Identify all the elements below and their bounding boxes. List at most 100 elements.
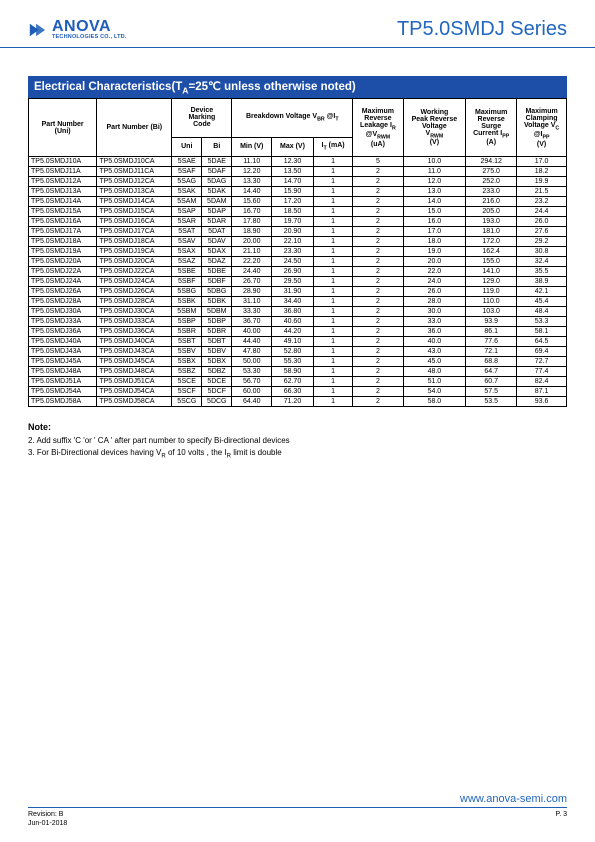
- cell: 5DBT: [202, 337, 232, 347]
- cell: 5DAT: [202, 227, 232, 237]
- cell: 2: [353, 197, 403, 207]
- cell: TP5.0SMDJ18CA: [97, 237, 172, 247]
- cell: TP5.0SMDJ10CA: [97, 157, 172, 167]
- cell: 19.70: [272, 217, 314, 227]
- cell: TP5.0SMDJ15A: [29, 207, 97, 217]
- cell: 13.50: [272, 167, 314, 177]
- cell: TP5.0SMDJ20CA: [97, 257, 172, 267]
- cell: 2: [353, 307, 403, 317]
- cell: 5SAF: [172, 167, 202, 177]
- cell: 24.50: [272, 257, 314, 267]
- notes: Note: 2. Add suffix 'C 'or ' CA ' after …: [28, 421, 567, 461]
- cell: 1: [313, 297, 352, 307]
- cell: 2: [353, 327, 403, 337]
- cell: TP5.0SMDJ16A: [29, 217, 97, 227]
- cell: TP5.0SMDJ17CA: [97, 227, 172, 237]
- cell: 12.20: [232, 167, 272, 177]
- cell: 58.0: [403, 397, 466, 407]
- cell: 60.00: [232, 387, 272, 397]
- cell: TP5.0SMDJ43CA: [97, 347, 172, 357]
- cell: 19.9: [517, 177, 567, 187]
- cell: 1: [313, 267, 352, 277]
- cell: 62.70: [272, 377, 314, 387]
- col-vrwm: WorkingPeak ReverseVoltageVRWM(V): [403, 99, 466, 157]
- cell: 17.80: [232, 217, 272, 227]
- footer-rev: Revision: B: [28, 811, 67, 819]
- cell: 1: [313, 227, 352, 237]
- cell: 20.0: [403, 257, 466, 267]
- cell: TP5.0SMDJ24A: [29, 277, 97, 287]
- table-row: TP5.0SMDJ13ATP5.0SMDJ13CA5SAK5DAK14.4015…: [29, 187, 567, 197]
- cell: 5DAG: [202, 177, 232, 187]
- cell: 1: [313, 387, 352, 397]
- cell: 31.10: [232, 297, 272, 307]
- cell: TP5.0SMDJ20A: [29, 257, 97, 267]
- cell: 40.0: [403, 337, 466, 347]
- cell: 56.70: [232, 377, 272, 387]
- cell: 1: [313, 287, 352, 297]
- cell: 216.0: [466, 197, 517, 207]
- cell: 19.0: [403, 247, 466, 257]
- cell: 5DAV: [202, 237, 232, 247]
- cell: 5DAZ: [202, 257, 232, 267]
- logo: ANOVA TECHNOLOGIES CO., LTD.: [28, 19, 127, 41]
- cell: 5DAR: [202, 217, 232, 227]
- cell: 29.2: [517, 237, 567, 247]
- cell: 5SCG: [172, 397, 202, 407]
- cell: 205.0: [466, 207, 517, 217]
- cell: 1: [313, 307, 352, 317]
- cell: 18.0: [403, 237, 466, 247]
- cell: 141.0: [466, 267, 517, 277]
- cell: 5DCG: [202, 397, 232, 407]
- cell: 1: [313, 257, 352, 267]
- cell: 15.0: [403, 207, 466, 217]
- cell: TP5.0SMDJ12CA: [97, 177, 172, 187]
- cell: 45.0: [403, 357, 466, 367]
- cell: 5SBZ: [172, 367, 202, 377]
- cell: 13.30: [232, 177, 272, 187]
- table-row: TP5.0SMDJ40ATP5.0SMDJ40CA5SBT5DBT44.4049…: [29, 337, 567, 347]
- cell: 48.0: [403, 367, 466, 377]
- cell: 21.5: [517, 187, 567, 197]
- cell: 30.8: [517, 247, 567, 257]
- cell: TP5.0SMDJ30CA: [97, 307, 172, 317]
- cell: 82.4: [517, 377, 567, 387]
- cell: 2: [353, 397, 403, 407]
- cell: TP5.0SMDJ26A: [29, 287, 97, 297]
- cell: 57.5: [466, 387, 517, 397]
- table-row: TP5.0SMDJ58ATP5.0SMDJ58CA5SCG5DCG64.4071…: [29, 397, 567, 407]
- cell: 87.1: [517, 387, 567, 397]
- cell: 49.10: [272, 337, 314, 347]
- cell: TP5.0SMDJ10A: [29, 157, 97, 167]
- cell: 53.30: [232, 367, 272, 377]
- cell: TP5.0SMDJ18A: [29, 237, 97, 247]
- cell: 66.30: [272, 387, 314, 397]
- cell: 5SCF: [172, 387, 202, 397]
- cell: 5DBM: [202, 307, 232, 317]
- cell: 64.7: [466, 367, 517, 377]
- cell: 43.0: [403, 347, 466, 357]
- cell: 23.2: [517, 197, 567, 207]
- cell: TP5.0SMDJ14A: [29, 197, 97, 207]
- cell: 11.0: [403, 167, 466, 177]
- cell: 26.70: [232, 277, 272, 287]
- table-row: TP5.0SMDJ19ATP5.0SMDJ19CA5SAX5DAX21.1023…: [29, 247, 567, 257]
- cell: 5SBM: [172, 307, 202, 317]
- table-row: TP5.0SMDJ11ATP5.0SMDJ11CA5SAF5DAF12.2013…: [29, 167, 567, 177]
- content-area: Electrical Characteristics(TA=25℃ unless…: [0, 48, 595, 461]
- cell: 2: [353, 357, 403, 367]
- cell: 110.0: [466, 297, 517, 307]
- cell: 27.6: [517, 227, 567, 237]
- cell: 2: [353, 297, 403, 307]
- cell: 2: [353, 257, 403, 267]
- cell: 1: [313, 157, 352, 167]
- cell: TP5.0SMDJ45A: [29, 357, 97, 367]
- cell: 47.80: [232, 347, 272, 357]
- series-title: TP5.0SMDJ Series: [397, 18, 567, 41]
- cell: 172.0: [466, 237, 517, 247]
- cell: 12.30: [272, 157, 314, 167]
- logo-name: ANOVA: [52, 19, 127, 35]
- cell: 69.4: [517, 347, 567, 357]
- cell: TP5.0SMDJ16CA: [97, 217, 172, 227]
- table-row: TP5.0SMDJ15ATP5.0SMDJ15CA5SAP5DAP16.7018…: [29, 207, 567, 217]
